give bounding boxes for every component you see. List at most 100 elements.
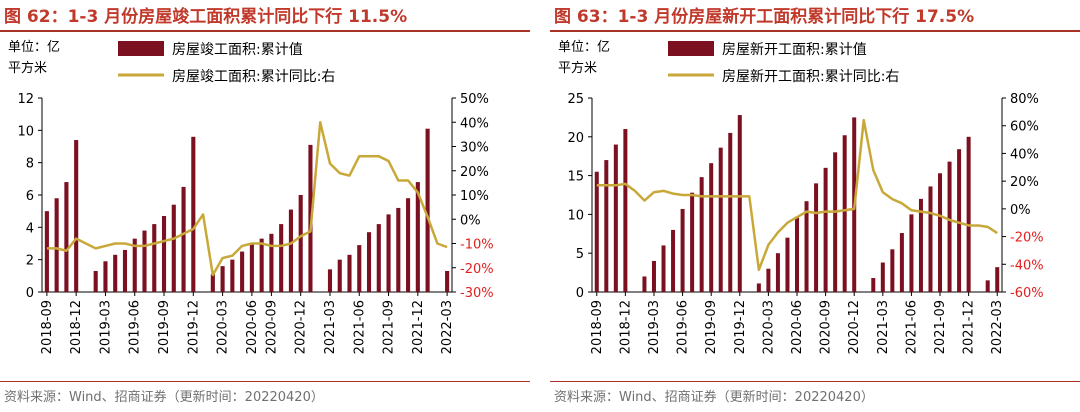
x-tick-label: 2022-03 xyxy=(440,300,455,354)
bar xyxy=(366,232,372,292)
x-tick-label: 2020-12 xyxy=(847,300,862,354)
chart-title: 图 62：1-3 月份房屋竣工面积累计同比下行 11.5% xyxy=(4,7,408,27)
bar xyxy=(938,173,943,292)
x-tick-label: 2019-03 xyxy=(647,300,662,354)
bar xyxy=(93,270,98,292)
bar xyxy=(594,171,599,292)
yoy-line xyxy=(46,121,448,277)
bar xyxy=(680,208,685,292)
bar xyxy=(995,267,1000,292)
x-tick-label: 2021-12 xyxy=(962,300,977,354)
bar xyxy=(230,259,235,292)
x-tick-label: 2021-09 xyxy=(933,300,948,354)
chart-title: 图 63：1-3 月份房屋新开工面积累计同比下行 17.5% xyxy=(554,7,975,27)
bar xyxy=(661,245,666,292)
right-tick-label: 80% xyxy=(1010,92,1039,107)
left-tick-label: 15 xyxy=(567,170,584,185)
legend-label: 房屋新开工面积:累计值 xyxy=(722,42,867,58)
left-tick-label: 4 xyxy=(26,221,34,236)
bar xyxy=(142,230,147,292)
left-tick-label: 10 xyxy=(567,208,584,223)
title-divider xyxy=(0,30,530,32)
bar xyxy=(690,192,695,292)
bar xyxy=(918,198,923,292)
bar xyxy=(152,224,157,292)
bar xyxy=(899,233,904,292)
bar xyxy=(604,160,609,292)
x-tick-label: 2020-06 xyxy=(790,300,805,354)
title-divider xyxy=(550,30,1080,32)
right-tick-label: 60% xyxy=(1010,120,1039,135)
unit-label: 平方米 xyxy=(558,60,597,76)
bar xyxy=(756,283,761,292)
left-tick-label: 0 xyxy=(576,286,584,301)
x-tick-label: 2021-06 xyxy=(904,300,919,354)
bar xyxy=(642,276,647,292)
bar xyxy=(718,147,723,292)
bar xyxy=(766,268,771,292)
left-tick-label: 12 xyxy=(17,92,34,107)
bar xyxy=(928,186,933,292)
unit-label: 单位：亿 xyxy=(558,40,610,55)
bar xyxy=(171,204,176,292)
bar xyxy=(623,129,628,292)
x-tick-label: 2019-09 xyxy=(157,300,172,354)
bar xyxy=(823,167,828,292)
right-tick-label: 10% xyxy=(460,189,489,204)
bar xyxy=(337,259,342,292)
bar xyxy=(728,132,733,292)
legend-label: 房屋新开工面积:累计同比:右 xyxy=(722,69,899,85)
bar xyxy=(249,243,254,292)
bar xyxy=(425,128,430,292)
x-tick-label: 2020-06 xyxy=(245,300,260,354)
footer-divider xyxy=(550,381,1080,382)
left-tick-label: 20 xyxy=(567,131,584,146)
x-tick-label: 2021-12 xyxy=(411,300,426,354)
bar xyxy=(113,254,118,292)
x-tick-label: 2020-09 xyxy=(819,300,834,354)
x-tick-label: 2019-06 xyxy=(676,300,691,354)
right-tick-label: 40% xyxy=(460,116,489,131)
footer-divider xyxy=(0,381,530,382)
bar xyxy=(347,254,352,292)
right-tick-label: -40% xyxy=(1010,258,1044,273)
x-tick-label: 2021-09 xyxy=(382,300,397,354)
bar xyxy=(699,177,704,292)
x-tick-label: 2019-09 xyxy=(704,300,719,354)
left-tick-label: 0 xyxy=(26,286,34,301)
right-tick-label: 0% xyxy=(460,213,481,228)
left-tick-label: 10 xyxy=(17,124,34,139)
bar xyxy=(132,238,137,292)
bar xyxy=(103,261,108,292)
bar xyxy=(376,224,381,292)
bar xyxy=(210,274,215,292)
bar xyxy=(985,280,990,292)
x-tick-label: 2019-12 xyxy=(186,300,201,354)
x-tick-label: 2019-03 xyxy=(98,300,113,354)
bar xyxy=(64,182,69,292)
right-tick-label: -20% xyxy=(460,262,494,277)
right-tick-label: 20% xyxy=(460,165,489,180)
bar xyxy=(880,262,885,292)
bar xyxy=(709,163,714,292)
bar xyxy=(259,238,264,292)
right-tick-label: -20% xyxy=(1010,231,1044,246)
bar xyxy=(651,260,656,292)
right-tick-label: 30% xyxy=(460,141,489,156)
bar xyxy=(54,198,59,292)
bar xyxy=(240,251,245,292)
x-tick-label: 2022-03 xyxy=(990,300,1005,354)
x-tick-label: 2021-06 xyxy=(352,300,367,354)
chart-panel-new-starts-area: 图 63：1-3 月份房屋新开工面积累计同比下行 17.5% 单位：亿 平方米 房屋… xyxy=(550,0,1080,412)
x-tick-label: 2021-03 xyxy=(323,300,338,354)
bar xyxy=(44,211,49,292)
left-tick-label: 5 xyxy=(576,247,584,262)
bar xyxy=(737,115,742,293)
bar xyxy=(671,229,676,292)
bar xyxy=(406,198,411,292)
bar xyxy=(785,237,790,292)
chart-panel-completed-area: 图 62：1-3 月份房屋竣工面积累计同比下行 11.5% 单位：亿 平方米 房屋竣… xyxy=(0,0,530,412)
bar xyxy=(181,186,186,292)
bar xyxy=(833,152,838,292)
bar xyxy=(871,278,876,292)
